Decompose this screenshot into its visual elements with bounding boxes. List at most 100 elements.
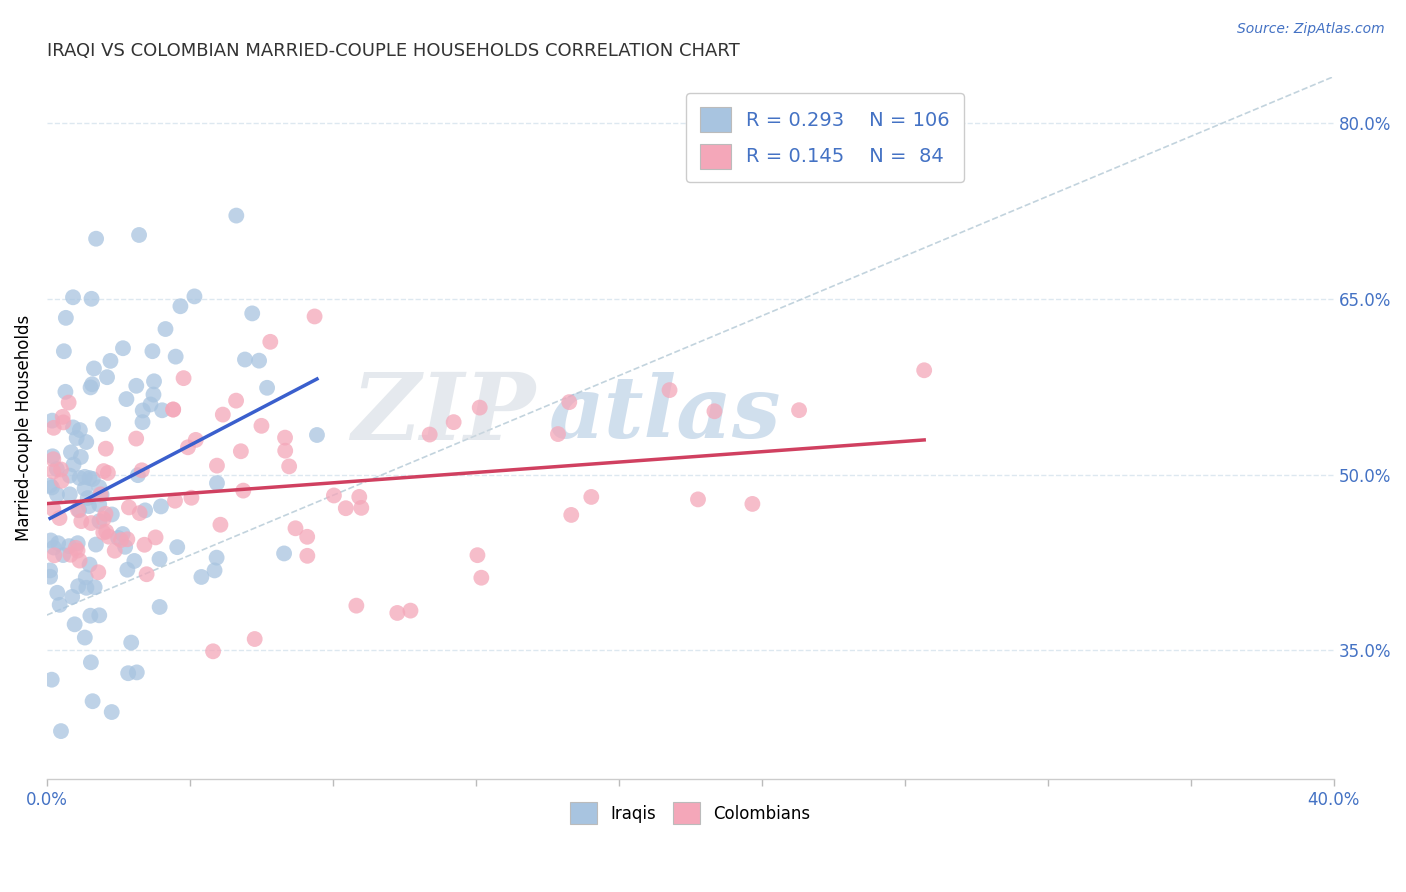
Point (741, 497, 763, 511)
Point (322, 488, 344, 502)
Point (127, 468, 149, 483)
Point (114, 540, 136, 554)
Point (204, 563, 226, 577)
Point (49, 724, 72, 739)
Legend: Iraqis, Colombians: Iraqis, Colombians (561, 792, 820, 834)
Point (117, 563, 139, 577)
Point (205, 476, 228, 491)
Point (82, 377, 104, 392)
Point (120, 635, 142, 649)
Point (42, 421, 65, 435)
Point (69, 423, 91, 437)
Point (118, 500, 141, 515)
Point (229, 444, 252, 458)
Point (225, 393, 247, 408)
Point (42, 502, 65, 516)
Point (52, 548, 75, 562)
Point (73, 631, 96, 645)
Point (150, 403, 173, 417)
Point (69, 471, 91, 485)
Point (58, 539, 80, 553)
Point (69, 553, 91, 567)
Point (399, 604, 422, 618)
Point (247, 353, 270, 368)
Point (183, 289, 205, 303)
Point (96, 524, 118, 539)
Point (304, 310, 326, 324)
Point (295, 530, 318, 544)
Point (91, 525, 114, 540)
Point (274, 443, 297, 458)
Point (42, 452, 65, 467)
Point (232, 483, 254, 498)
Point (62, 290, 84, 304)
Point (468, 401, 491, 415)
Point (180, 491, 202, 505)
Point (70, 514, 93, 528)
Point (39, 533, 62, 548)
Point (73, 482, 96, 496)
Point (59, 468, 82, 483)
Point (94, 442, 117, 456)
Point (52, 416, 75, 430)
Point (240, 306, 263, 320)
Point (96, 370, 118, 384)
Point (703, 404, 725, 418)
Point (77, 499, 100, 513)
Point (82, 472, 104, 486)
Point (39, 570, 62, 584)
Point (87, 566, 110, 580)
Point (256, 381, 278, 395)
Point (419, 427, 441, 442)
Point (149, 500, 172, 514)
Point (128, 227, 150, 242)
Point (75, 435, 97, 450)
Point (111, 341, 134, 355)
Point (658, 383, 681, 397)
Point (387, 606, 409, 620)
Point (60, 590, 83, 604)
Point (115, 392, 138, 406)
Point (184, 433, 207, 447)
Point (44, 549, 66, 563)
Point (80, 656, 103, 670)
Point (67, 503, 90, 517)
Point (131, 415, 153, 429)
Point (39, 478, 62, 492)
Point (177, 440, 200, 454)
Point (48, 511, 70, 525)
Point (97, 530, 120, 544)
Point (211, 408, 233, 422)
Point (259, 334, 281, 349)
Point (155, 322, 177, 336)
Point (62, 458, 84, 472)
Point (89, 514, 111, 528)
Point (52, 409, 75, 424)
Point (128, 506, 150, 520)
Point (162, 402, 184, 417)
Point (125, 432, 148, 446)
Point (80, 516, 103, 530)
Point (344, 599, 367, 613)
Point (84, 232, 107, 246)
Point (52, 344, 75, 359)
Point (335, 501, 357, 516)
Point (141, 344, 163, 359)
Point (46, 586, 69, 600)
Point (162, 402, 184, 417)
Point (131, 463, 153, 477)
Point (787, 403, 810, 417)
Point (467, 548, 489, 562)
Point (209, 517, 232, 532)
Point (83, 361, 105, 376)
Point (73, 470, 96, 484)
Point (117, 533, 139, 547)
Point (134, 503, 156, 517)
Point (250, 418, 273, 433)
Point (91, 417, 114, 431)
Point (202, 644, 225, 658)
Point (45, 462, 67, 476)
Point (46, 487, 69, 501)
Point (55, 384, 77, 399)
Point (55, 310, 77, 325)
